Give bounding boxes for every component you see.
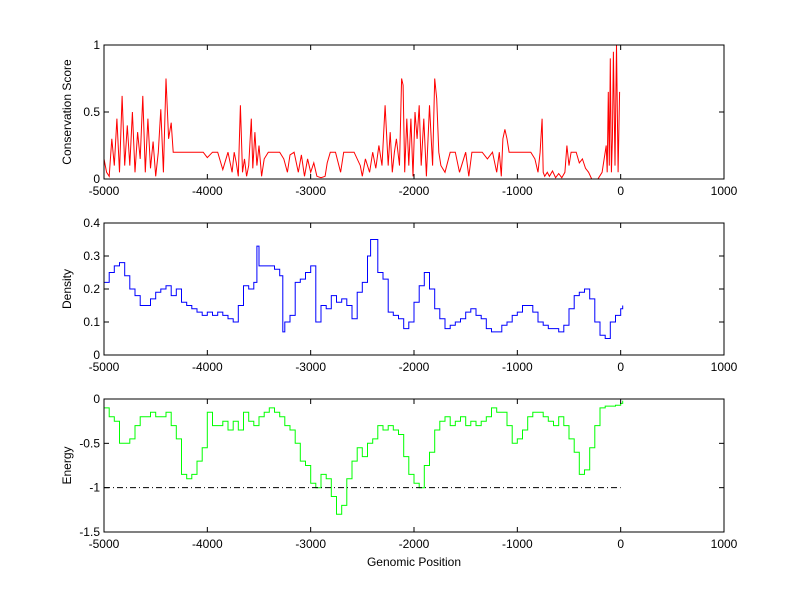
x-tick-label: 1000 (711, 184, 738, 198)
x-tick-label: -4000 (192, 537, 223, 551)
y-tick-label: 0.1 (83, 315, 100, 329)
series-line (103, 44, 621, 180)
x-tick-label: 0 (617, 360, 624, 374)
x-axis-label: Genomic Position (367, 555, 461, 569)
subplot-2: -5000 -4000 -3000 -2000 -1000 0 1000 0 0.1 0.2 0.3… (60, 216, 738, 374)
x-tick-label: -1000 (502, 360, 533, 374)
x-tick-label: -2000 (399, 537, 430, 551)
y-axis-label: Density (60, 269, 74, 309)
y-tick-label: 0 (93, 392, 100, 406)
y-axis-label: Conservation Score (60, 59, 74, 165)
y-tick-label: 0.4 (83, 216, 100, 230)
x-tick-label: 1000 (711, 537, 738, 551)
x-tick-label: -2000 (399, 184, 430, 198)
y-tick-label: -1.5 (79, 525, 100, 539)
subplot-3: -5000 -4000 -3000 -2000 -1000 0 1000 -1.5 -1 -0.5… (60, 392, 738, 569)
y-axis-label: Energy (60, 446, 74, 484)
y-tick-label: 0.5 (83, 105, 100, 119)
y-tick-label: 1 (93, 38, 100, 52)
x-tick-label: -1000 (502, 537, 533, 551)
x-tick-label: -2000 (399, 360, 430, 374)
y-tick-label: 0 (93, 348, 100, 362)
x-tick-label: 0 (617, 537, 624, 551)
subplot-1: -5000 -4000 -3000 -2000 -1000 0 1000 0 0.5 1 Conse… (60, 0, 738, 198)
series-line (104, 400, 624, 515)
x-tick-label: -3000 (295, 360, 326, 374)
y-tick-label: -0.5 (79, 436, 100, 450)
x-tick-label: -3000 (295, 184, 326, 198)
x-tick-label: -4000 (192, 360, 223, 374)
x-tick-label: 1000 (711, 360, 738, 374)
x-tick-label: -5000 (89, 537, 120, 551)
y-tick-label: 0.3 (83, 249, 100, 263)
y-tick-label: -1 (89, 481, 100, 495)
x-tick-label: -4000 (192, 184, 223, 198)
y-tick-label: 0 (93, 172, 100, 186)
x-tick-label: -5000 (89, 360, 120, 374)
x-tick-label: -1000 (502, 184, 533, 198)
x-tick-label: -5000 (89, 184, 120, 198)
series-line (104, 239, 624, 339)
x-tick-label: 0 (617, 184, 624, 198)
y-tick-label: 0.2 (83, 282, 100, 296)
x-tick-label: -3000 (295, 537, 326, 551)
